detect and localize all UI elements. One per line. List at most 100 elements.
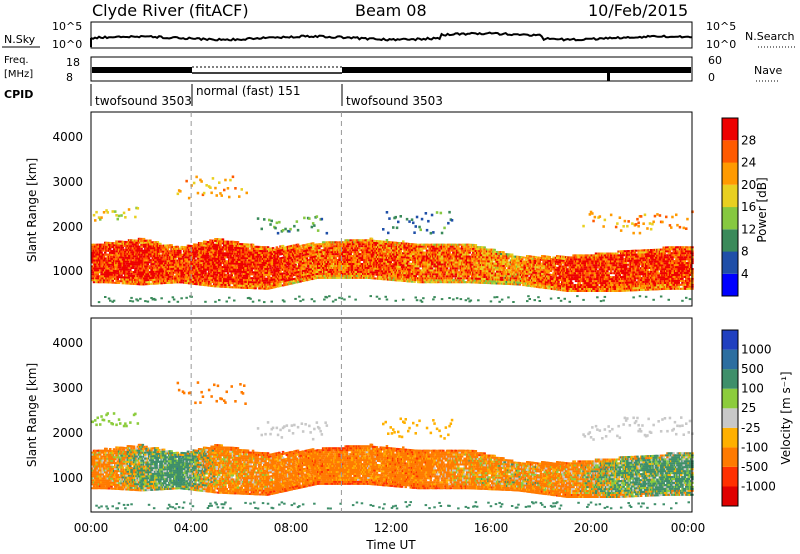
power-cells-cell [104, 279, 107, 282]
power-cells-cell [150, 282, 153, 285]
power-cells-cell [300, 264, 304, 267]
power-cells-cell [221, 252, 225, 255]
power-cells-cell [214, 255, 217, 258]
power-cells-cell [169, 256, 172, 259]
power-cells-cell [114, 266, 117, 268]
power-cells-cell [253, 267, 256, 270]
power-cells-cell [254, 247, 257, 250]
power-cells-cell [131, 257, 135, 260]
power-cells-cell [130, 259, 133, 262]
power-cells-cell [245, 249, 248, 252]
power-cells-cell [119, 262, 122, 265]
power-cells-cell [214, 239, 217, 242]
power-cells-upper-cell [116, 217, 119, 221]
power-cells-cell [228, 252, 231, 255]
power-cells-cell [234, 274, 237, 277]
power-cells-cell [229, 248, 232, 251]
power-cells-cell [294, 267, 297, 270]
power-cells-cell [310, 276, 314, 279]
power-cells-cell [279, 275, 282, 278]
power-cells-cell [137, 239, 141, 242]
power-cells-cell [281, 252, 285, 255]
power-cells-cell [368, 245, 371, 248]
power-cells-cell [239, 255, 242, 257]
nave-tick-bottom: 0 [708, 71, 715, 84]
power-cells-cell [409, 268, 412, 271]
power-cells-cell [171, 263, 175, 266]
power-cells-cell [202, 282, 206, 285]
power-cells-cell [365, 263, 369, 265]
power-cells-upper-cell [410, 218, 414, 221]
power-cells-cell [279, 281, 282, 283]
power-cells-cell [349, 247, 352, 250]
power-cells-cell [164, 260, 167, 263]
power-cells-cell [275, 246, 279, 249]
power-cells-cell [402, 276, 405, 278]
power-cells-cell [339, 249, 342, 252]
power-cells-cell [354, 270, 357, 273]
power-cells-cell [303, 279, 306, 282]
power-cells-cell [216, 285, 220, 288]
power-cells-cell [161, 260, 165, 263]
power-cells-cell [341, 272, 345, 275]
power-cells-cell [151, 267, 155, 269]
power-cells-cell [127, 262, 131, 265]
power-cells-cell [236, 286, 240, 289]
power-cells-cell [166, 278, 170, 280]
power-cells-cell [114, 277, 117, 280]
power-cells-cell [116, 262, 119, 265]
power-cells-cell [258, 277, 261, 280]
power-cells-cell [344, 241, 347, 244]
power-cells-cell [284, 268, 287, 270]
power-cells-cell [104, 273, 107, 276]
power-cells-cell [192, 245, 196, 248]
power-cells-cell [224, 284, 227, 286]
power-cells-cell [234, 252, 237, 255]
power-cells-cell [404, 246, 407, 249]
power-cells-cell [402, 242, 405, 245]
power-cells-cell [365, 270, 369, 273]
power-cells-cell [99, 269, 102, 272]
power-cells-cell [360, 274, 364, 277]
power-cells-cell [240, 259, 243, 261]
power-cells-upper-cell [274, 226, 277, 230]
power-cells-cell [91, 273, 94, 276]
power-cells-cell [414, 243, 417, 246]
power-cells-cell [116, 256, 119, 259]
power-cells-cell [303, 265, 306, 268]
power-cells-cell [293, 244, 296, 247]
nsky-tick-top: 10^5 [52, 20, 82, 33]
power-cells-cell [300, 278, 304, 281]
power-cells-cell [206, 252, 210, 255]
power-cells-cell [214, 257, 217, 260]
power-cells-cell [325, 241, 329, 244]
power-cells-cell [239, 268, 242, 271]
power-cells-cell [229, 246, 232, 249]
power-cells-cell [125, 266, 128, 269]
power-cells-cell [356, 255, 360, 258]
power-cells-cell [150, 275, 153, 277]
power-cells-cell [240, 243, 243, 246]
power-cells-cell [226, 252, 230, 255]
power-cells-cell [106, 271, 109, 274]
power-cells-cell [205, 280, 208, 283]
power-cells-cell [276, 253, 280, 256]
power-cells-cell [154, 258, 157, 261]
power-cells-cell [334, 272, 337, 275]
power-cells-cell [245, 265, 248, 268]
power-cells-cell [104, 251, 107, 254]
power-cells-cell [197, 279, 201, 282]
power-cells-cell [146, 263, 150, 266]
power-cells-cell [265, 270, 268, 272]
power-cells-cell [380, 260, 384, 263]
power-cells-cell [399, 258, 402, 260]
power-cells-cell [291, 254, 295, 257]
power-cells-cell [117, 242, 121, 245]
power-cells-cell [359, 270, 362, 273]
power-cells-cell [291, 272, 295, 275]
power-cells-cell [270, 263, 273, 266]
power-cells-cell [120, 240, 123, 243]
power-cells-cell [224, 282, 227, 284]
power-cells-cell [268, 273, 271, 276]
power-cells-upper-cell [238, 195, 241, 198]
